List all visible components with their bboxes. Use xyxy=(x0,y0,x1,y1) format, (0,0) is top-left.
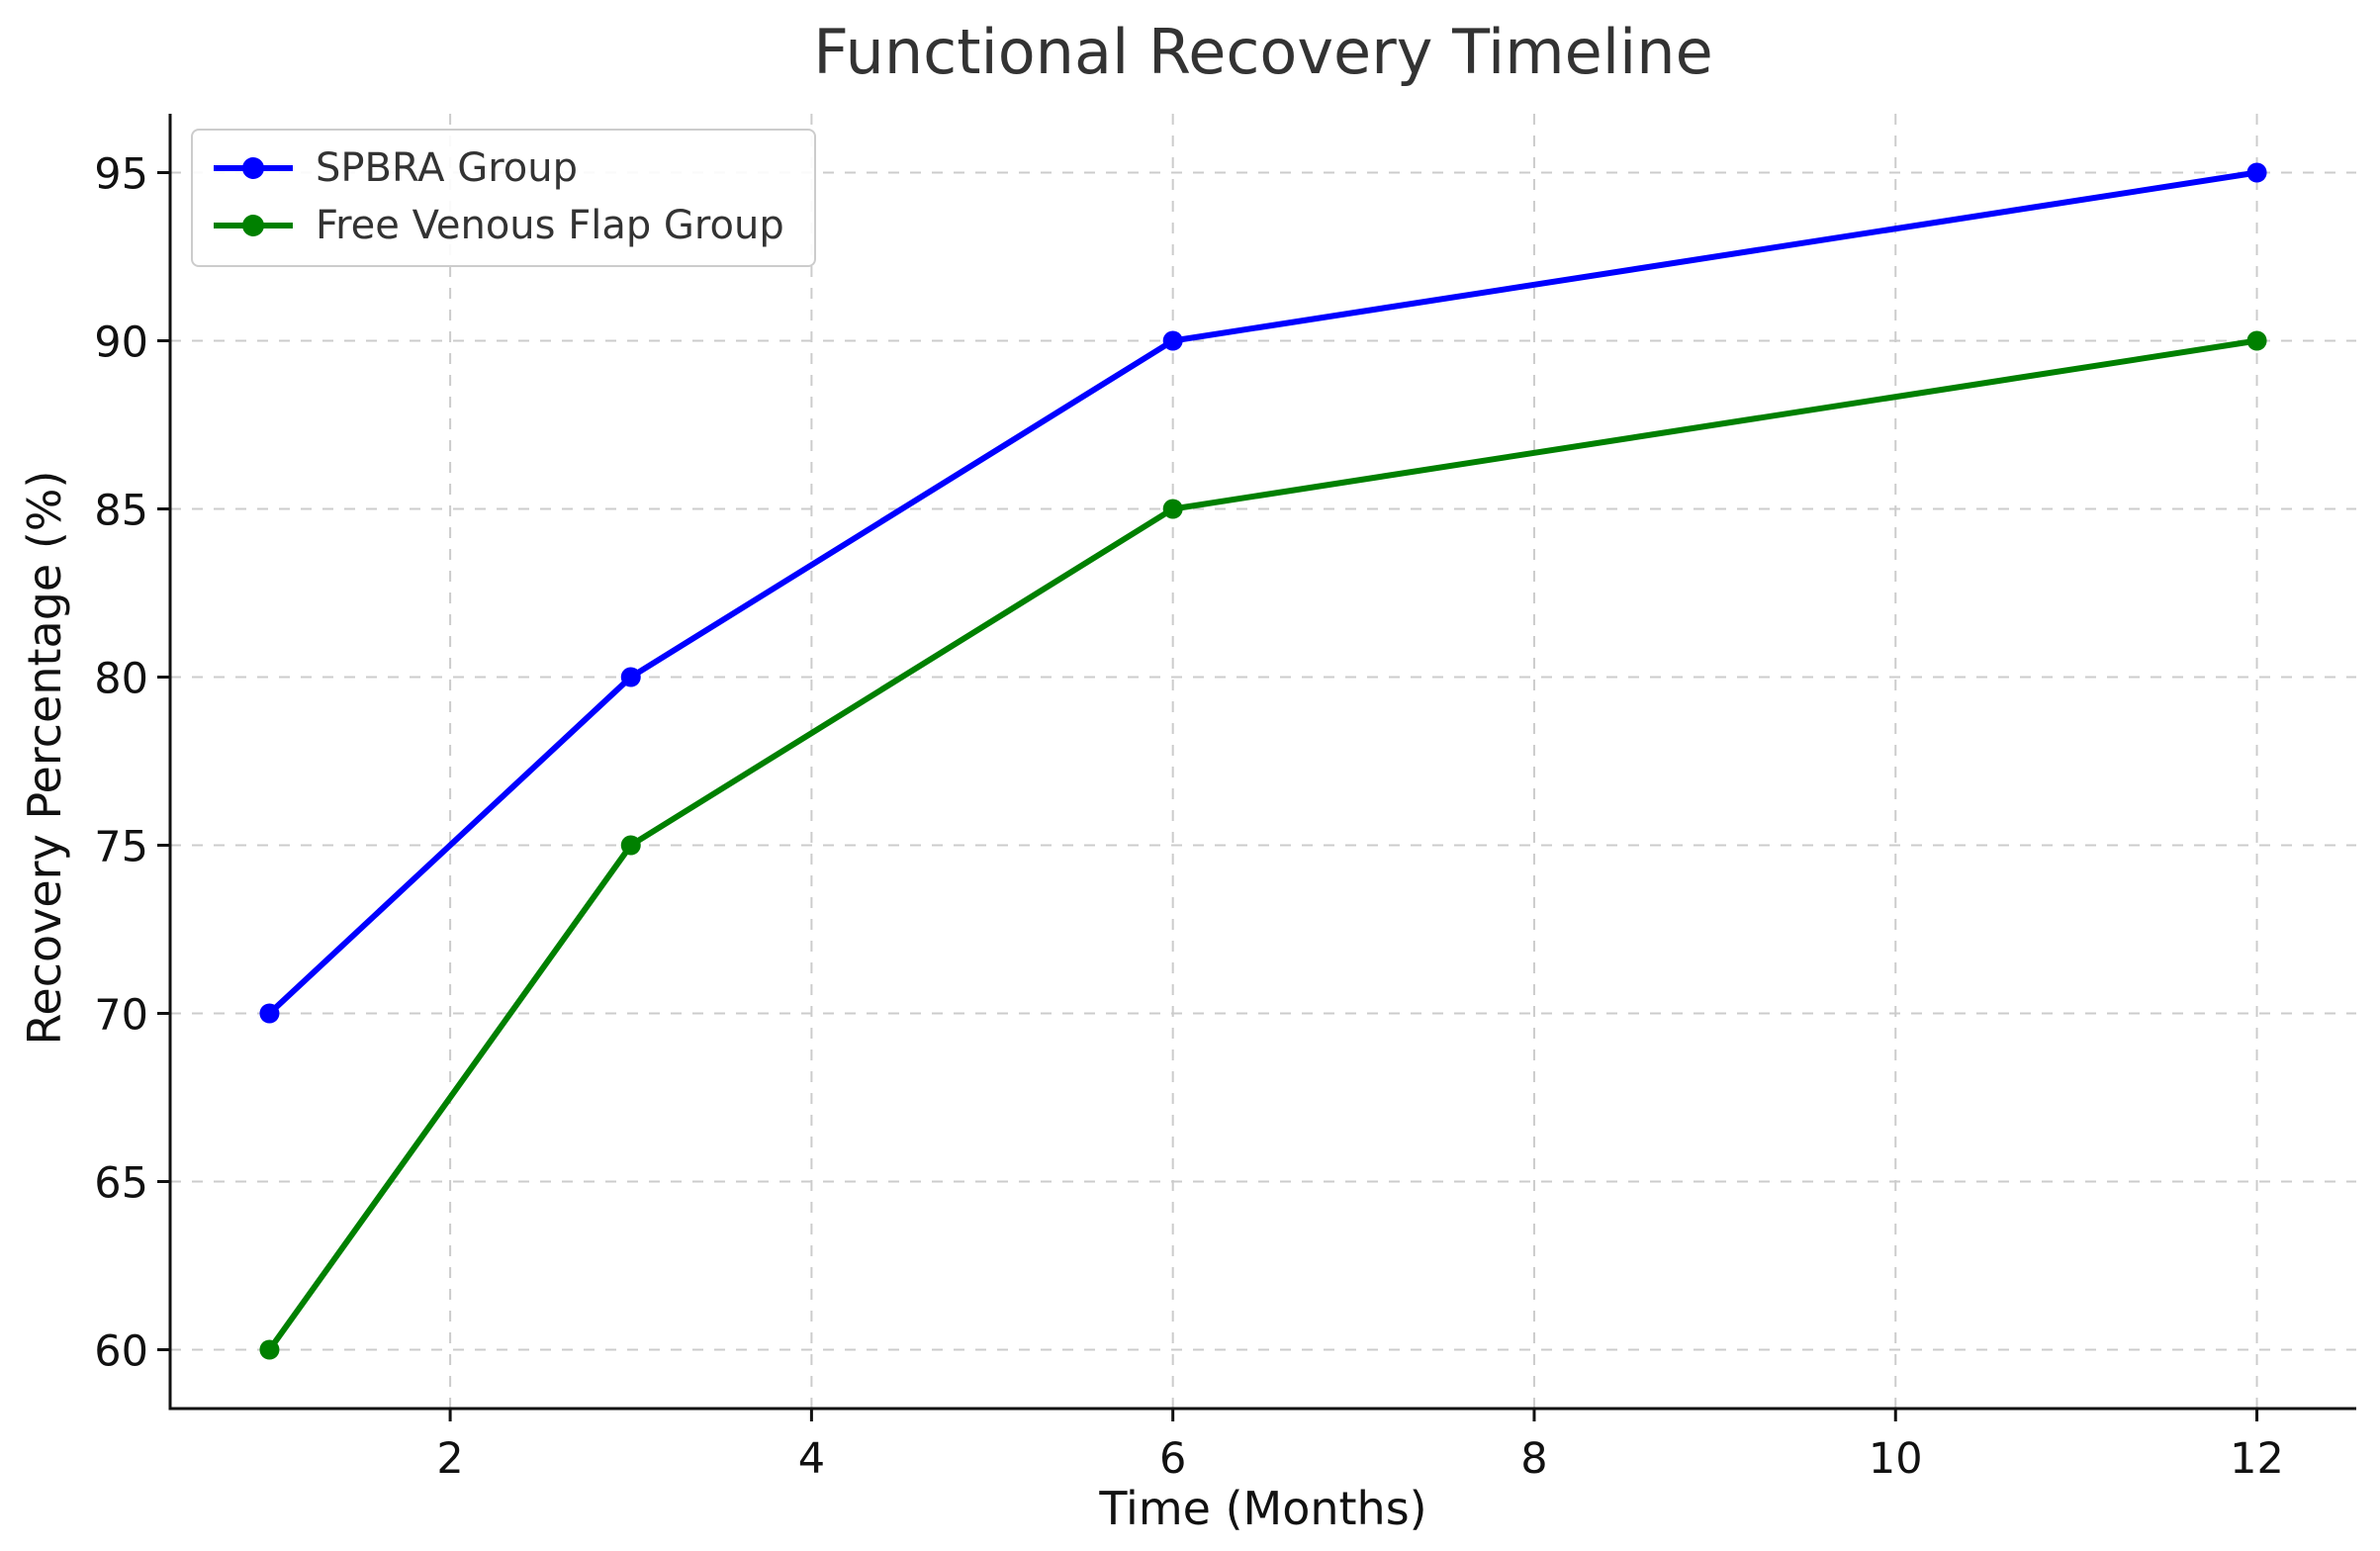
data-point xyxy=(620,667,641,687)
data-point xyxy=(1162,330,1183,351)
x-tick-label: 12 xyxy=(2230,1434,2284,1484)
y-tick-label: 95 xyxy=(94,150,148,200)
y-tick-label: 80 xyxy=(94,655,148,704)
data-point xyxy=(2246,162,2267,183)
x-tick-label: 2 xyxy=(436,1434,463,1484)
y-tick-label: 90 xyxy=(94,319,148,368)
legend-item-free-venous-flap-group: Free Venous Flap Group xyxy=(211,200,784,251)
chart-title: Functional Recovery Timeline xyxy=(813,16,1713,88)
legend-item-spbra-group: SPBRA Group xyxy=(211,142,784,194)
y-axis-label: Recovery Percentage (%) xyxy=(18,470,71,1046)
data-point xyxy=(259,1339,280,1360)
x-tick-label: 4 xyxy=(798,1434,825,1484)
y-tick-label: 70 xyxy=(94,991,148,1041)
legend-label: SPBRA Group xyxy=(316,145,578,191)
legend-line-marker-icon xyxy=(214,215,293,236)
data-point xyxy=(620,835,641,856)
x-tick-label: 8 xyxy=(1520,1434,1547,1484)
y-tick-label: 65 xyxy=(94,1159,148,1209)
x-axis-label: Time (Months) xyxy=(1099,1482,1427,1535)
data-point xyxy=(259,1003,280,1024)
legend: SPBRA Group Free Venous Flap Group xyxy=(191,129,816,267)
y-tick-label: 60 xyxy=(94,1327,148,1377)
legend-label: Free Venous Flap Group xyxy=(316,203,784,248)
data-point xyxy=(2246,330,2267,351)
y-tick-label: 75 xyxy=(94,823,148,872)
y-tick-label: 85 xyxy=(94,487,148,536)
legend-line-marker-icon xyxy=(214,157,293,179)
x-tick-label: 10 xyxy=(1869,1434,1923,1484)
series-line-1 xyxy=(266,337,2260,1353)
series-line-0 xyxy=(266,169,2260,1017)
x-tick-label: 6 xyxy=(1159,1434,1186,1484)
data-point xyxy=(1162,499,1183,519)
